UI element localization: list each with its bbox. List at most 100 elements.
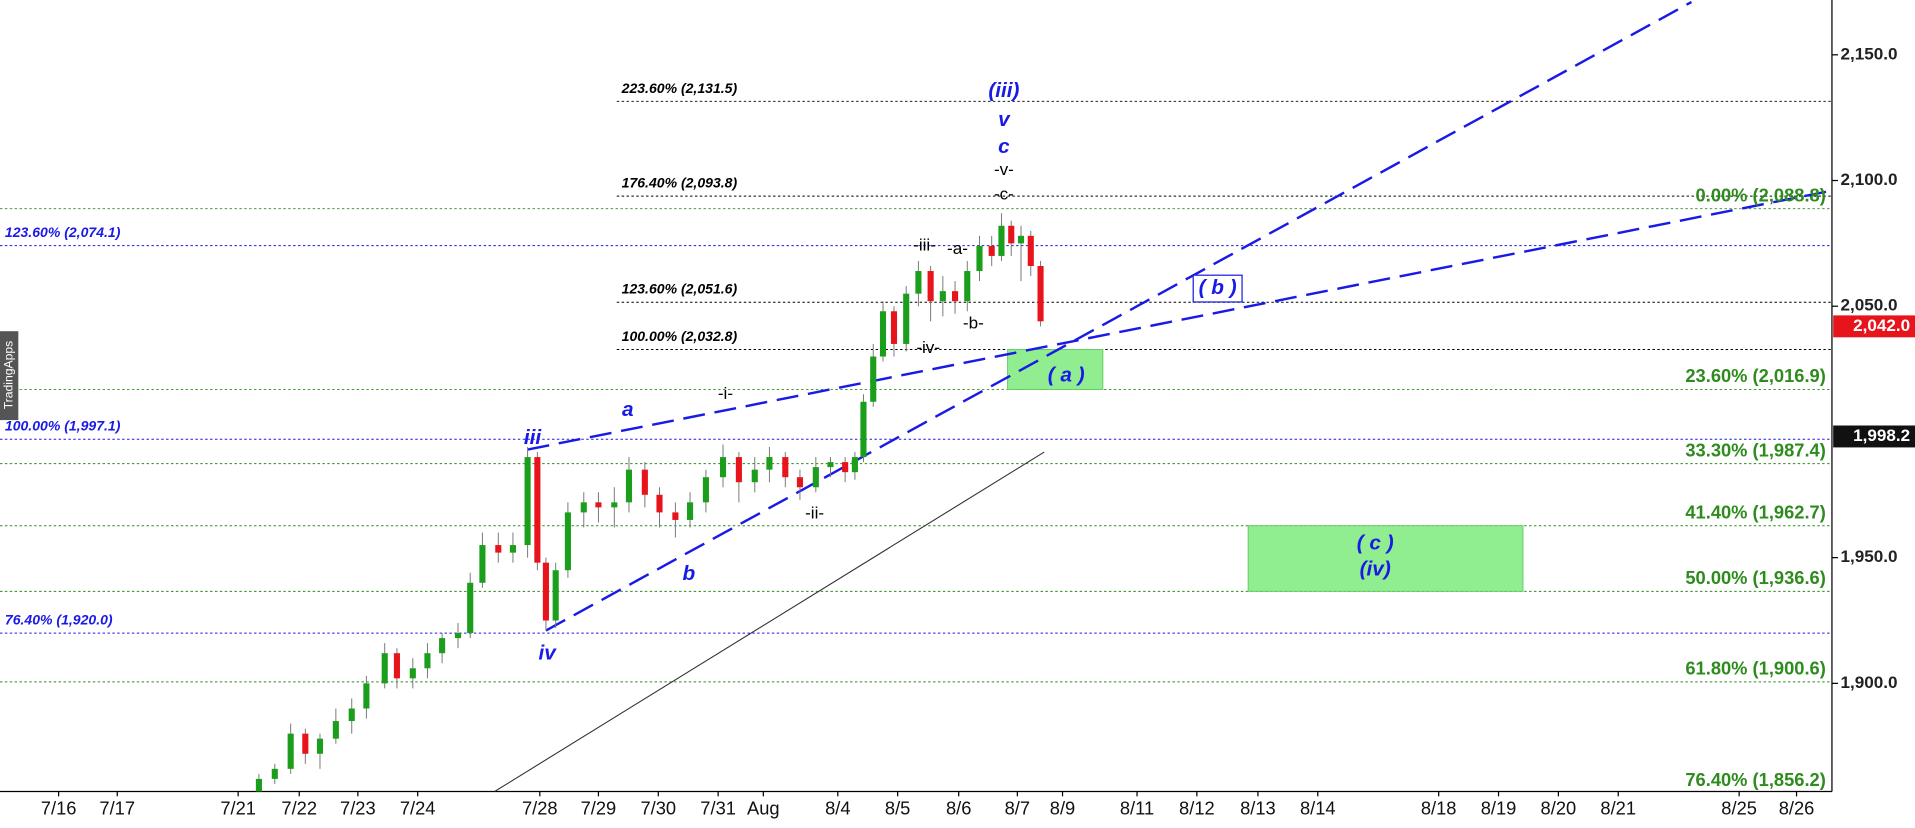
candle-body — [952, 291, 959, 302]
x-tick-label: 8/14 — [1300, 798, 1336, 819]
wave-label: -iii- — [913, 235, 936, 254]
annotation-box — [1192, 274, 1243, 303]
candle-body — [735, 457, 742, 483]
wave-label: -i- — [718, 384, 733, 403]
x-tick-label: 7/28 — [522, 798, 558, 819]
candle-body — [890, 311, 898, 344]
wave-label: iv — [538, 641, 557, 664]
candle-body — [766, 457, 773, 470]
y-tick-label: 2,150.0 — [1841, 44, 1898, 63]
candle-body — [641, 469, 648, 495]
zone-label: ( a ) — [1048, 364, 1085, 387]
x-tick-label: 7/31 — [700, 798, 736, 819]
y-tick-label: 1,950.0 — [1841, 547, 1898, 566]
candle-body — [976, 245, 983, 272]
candle-body — [860, 401, 867, 458]
x-tick-label: 8/4 — [825, 798, 850, 819]
candle-body — [611, 502, 618, 508]
wave-label: v — [998, 108, 1011, 131]
candle-body — [796, 477, 804, 488]
candle-body — [915, 271, 922, 294]
candle-body — [998, 225, 1005, 256]
fib-level-label: 123.60% (2,074.1) — [5, 224, 121, 240]
wave-label: iii — [524, 426, 543, 449]
candle-body — [751, 469, 758, 483]
candle-body — [719, 457, 727, 478]
x-tick-label: 8/5 — [885, 798, 910, 819]
candle-body — [842, 462, 849, 473]
fib-level-label: 23.60% (2,016.9) — [1685, 365, 1825, 386]
candle-body — [1037, 266, 1044, 322]
candle-body — [332, 721, 339, 739]
candle-body — [1008, 225, 1015, 244]
fib-level-label: 33.30% (1,987.4) — [1685, 439, 1825, 460]
x-tick-label: 8/19 — [1481, 798, 1517, 819]
y-tick-label: 2,100.0 — [1841, 170, 1898, 189]
y-tick-label: 1,900.0 — [1841, 673, 1898, 692]
candle-body — [1017, 235, 1025, 244]
candle-body — [870, 356, 877, 402]
wave-label: c — [998, 135, 1010, 158]
candle-body — [467, 582, 474, 634]
candle-body — [524, 457, 531, 546]
fib-level-label: 0.00% (2,088.8) — [1696, 184, 1826, 205]
candle-body — [393, 653, 400, 679]
x-tick-label: 8/21 — [1600, 798, 1636, 819]
wave-label: -a- — [947, 239, 968, 258]
wave-label: ( b ) — [1199, 276, 1237, 299]
wave-label: -b- — [963, 313, 984, 332]
candle-body — [879, 311, 887, 357]
candle-body — [927, 271, 934, 302]
x-tick-label: 7/17 — [99, 798, 135, 819]
zone-label: (iv) — [1360, 557, 1391, 580]
candle-body — [686, 502, 694, 520]
candle-body — [509, 545, 516, 553]
fib-level-label: 50.00% (1,936.6) — [1685, 567, 1825, 588]
price-tag — [1833, 425, 1915, 448]
candle-body — [534, 457, 541, 563]
candle-body — [595, 502, 602, 508]
fib-level-label: 223.60% (2,131.5) — [621, 80, 738, 96]
candle-body — [363, 683, 370, 709]
fib-level-label: 123.60% (2,051.6) — [622, 281, 738, 297]
price-tag-label: 2,042.0 — [1853, 316, 1910, 335]
candle-body — [287, 733, 294, 769]
candle-body — [702, 477, 709, 503]
wave-label: -c- — [994, 184, 1014, 203]
candle-body — [964, 271, 971, 302]
candle-body — [782, 457, 789, 478]
trendline — [545, 0, 1693, 632]
candle-body — [1027, 235, 1034, 267]
candle-body — [479, 545, 486, 583]
x-tick-label: 7/29 — [581, 798, 617, 819]
candle-body — [409, 668, 416, 679]
x-tick-label: 8/11 — [1120, 798, 1154, 819]
plot-area — [0, 0, 1832, 792]
candle-body — [812, 467, 819, 488]
x-tick-label: 7/24 — [400, 798, 436, 819]
candle-body — [625, 469, 633, 503]
x-tick-label: 8/18 — [1421, 798, 1457, 819]
x-tick-label: 8/12 — [1179, 798, 1215, 819]
x-tick-label: 8/20 — [1541, 798, 1577, 819]
trendline — [494, 451, 1045, 792]
fib-level-label: 100.00% (2,032.8) — [622, 328, 738, 344]
wave-label: -iv- — [916, 338, 940, 357]
wave-label: -ii- — [805, 503, 824, 522]
candle-body — [564, 512, 571, 571]
y-tick-label: 2,050.0 — [1841, 296, 1898, 315]
zone-label: ( c ) — [1357, 532, 1394, 555]
candle-body — [302, 733, 309, 754]
fib-level-label: 41.40% (1,962.7) — [1685, 501, 1825, 522]
fib-level-label: 100.00% (1,997.1) — [5, 418, 121, 434]
x-tick-label: 7/16 — [41, 798, 77, 819]
candle-body — [851, 457, 858, 473]
candle-body — [939, 291, 946, 302]
candle-body — [656, 494, 663, 513]
wave-label: (iii) — [988, 79, 1019, 102]
candle-body — [552, 570, 559, 621]
target-zone — [1247, 525, 1524, 592]
x-tick-label: 8/9 — [1050, 798, 1075, 819]
candle-body — [255, 778, 262, 792]
